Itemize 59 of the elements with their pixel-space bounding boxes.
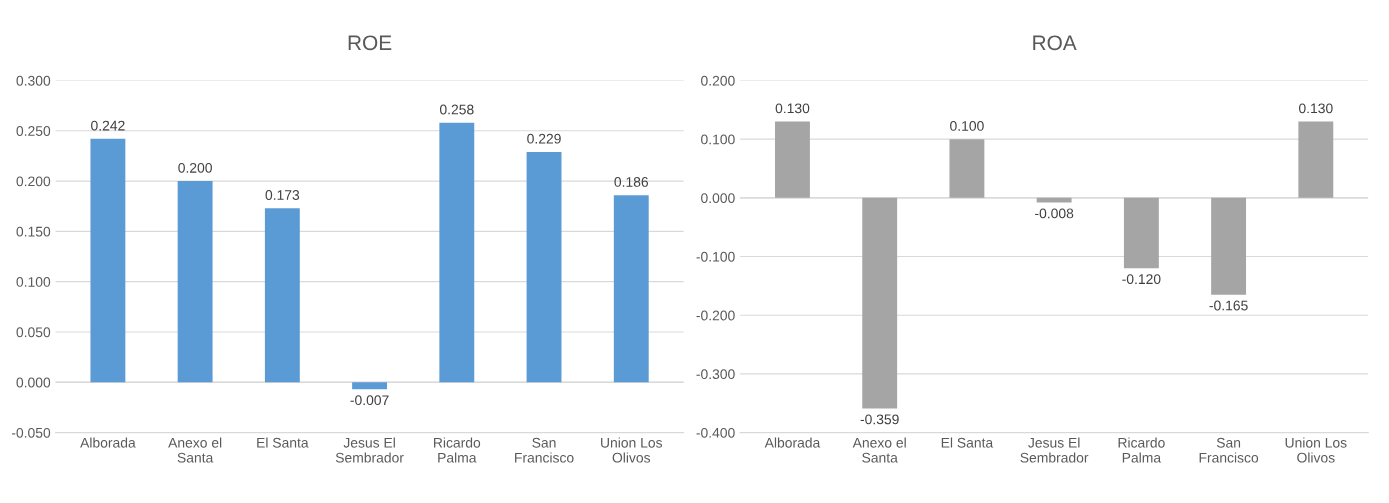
- data-label: 0.186: [614, 177, 649, 187]
- x-tick-label: San Francisco: [1199, 437, 1259, 463]
- y-tick-label: 0.000: [16, 377, 51, 388]
- data-label: 0.200: [178, 162, 212, 173]
- x-tick-label: El Santa: [257, 437, 309, 448]
- y-tick-label: 0.100: [16, 277, 51, 287]
- bar: [949, 139, 985, 198]
- data-label: 0.258: [439, 104, 474, 115]
- y-tick-label: 0.050: [16, 327, 51, 338]
- y-tick-label: -0.300: [696, 369, 735, 380]
- bar: [1298, 121, 1334, 198]
- y-tick-label: 0.150: [16, 226, 51, 237]
- bar: [862, 197, 898, 409]
- bar: [1211, 197, 1247, 295]
- x-tick-label: Anexo el Santa: [852, 437, 906, 463]
- bar: [775, 121, 810, 198]
- x-tick-label: Ricardo Palma: [1118, 437, 1165, 463]
- chart-title: ROE: [348, 35, 392, 51]
- bar: [1123, 197, 1159, 269]
- data-label: 0.130: [775, 103, 810, 114]
- bar: [90, 138, 126, 383]
- y-tick-label: -0.100: [696, 251, 735, 262]
- data-label: 0.242: [91, 120, 125, 131]
- bar: [439, 122, 475, 383]
- x-tick-label: Ricardo Palma: [434, 437, 481, 463]
- x-tick-label: San Francisco: [515, 437, 574, 463]
- y-tick-label: 0.250: [16, 126, 51, 136]
- x-tick-label: Union Los Olivos: [601, 437, 663, 463]
- x-tick-label: Alborada: [764, 437, 821, 448]
- data-label: 0.173: [265, 190, 300, 200]
- y-tick-label: -0.400: [696, 427, 735, 438]
- bar: [177, 181, 213, 383]
- bar: [613, 195, 649, 383]
- x-tick-label: Union Los Olivos: [1285, 437, 1347, 463]
- x-tick-label: Alborada: [80, 437, 136, 448]
- bar: [264, 208, 300, 383]
- data-label: 0.100: [950, 121, 984, 131]
- data-label: -0.359: [860, 414, 899, 425]
- y-tick-label: 0.200: [701, 75, 735, 86]
- chart-title: ROA: [1033, 35, 1077, 51]
- y-tick-label: 0.300: [16, 75, 51, 86]
- x-tick-label: El Santa: [941, 437, 994, 448]
- bar: [352, 382, 388, 390]
- x-tick-label: Jesus El Sembrador: [1020, 437, 1089, 463]
- y-tick-label: 0.000: [701, 193, 735, 204]
- data-label: -0.165: [1209, 300, 1248, 311]
- y-tick-label: -0.050: [11, 427, 51, 438]
- data-label: -0.007: [350, 395, 389, 406]
- data-label: 0.130: [1298, 103, 1333, 114]
- bar: [526, 151, 562, 383]
- bar: [1036, 197, 1072, 203]
- y-tick-label: 0.100: [701, 134, 735, 145]
- x-tick-label: Jesus El Sembrador: [335, 437, 404, 463]
- data-label: -0.120: [1122, 274, 1161, 285]
- y-tick-label: -0.200: [696, 310, 735, 321]
- x-tick-label: Anexo el Santa: [168, 437, 222, 463]
- data-label: -0.008: [1035, 208, 1074, 219]
- y-tick-label: 0.200: [16, 176, 51, 187]
- data-label: 0.229: [527, 133, 561, 144]
